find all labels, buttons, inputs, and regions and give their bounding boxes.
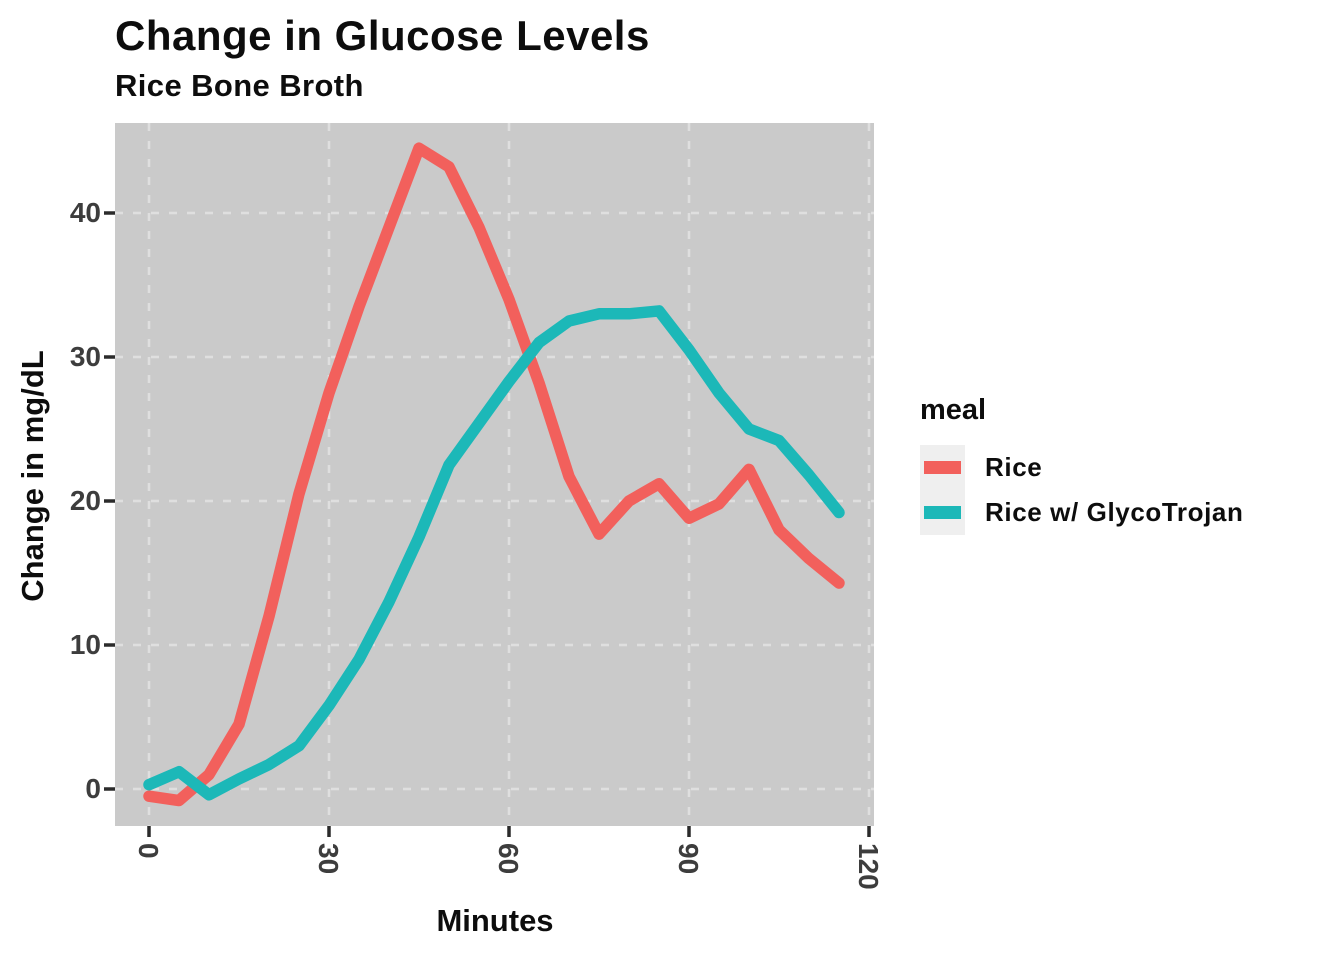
series-line-rice-glycotrojan [143,305,845,801]
y-tick-label: 20 [69,485,101,516]
x-tick-label: 60 [493,843,524,875]
x-tick-label: 30 [313,843,344,875]
panel-background [115,123,874,826]
y-tick-label: 0 [85,773,101,804]
x-axis-title: Minutes [436,903,554,938]
x-tick-label: 120 [853,843,884,890]
rice-glycotrojan-color-swatch [924,506,961,519]
legend-item-rice: Rice [920,445,1243,490]
series-line-rice [143,142,845,807]
legend: meal Rice Rice w/ GlycoTrojan [920,394,1243,535]
legend-title: meal [920,394,987,426]
y-tick-label: 10 [69,629,101,660]
legend-key-rice-glycotrojan [920,490,965,535]
y-tick-label: 30 [69,341,101,372]
rice-color-swatch [924,461,961,474]
legend-label-rice: Rice [985,452,1043,482]
y-tick-label: 40 [69,197,101,228]
x-tick-label: 90 [673,843,704,875]
x-tick-label: 0 [133,843,164,859]
chart-title: Change in Glucose Levels [115,12,650,59]
legend-key-rice [920,445,965,490]
legend-label-rice-glycotrojan: Rice w/ GlycoTrojan [985,497,1244,527]
legend-item-rice-glycotrojan: Rice w/ GlycoTrojan [920,490,1243,535]
chart-subtitle: Rice Bone Broth [115,68,364,103]
